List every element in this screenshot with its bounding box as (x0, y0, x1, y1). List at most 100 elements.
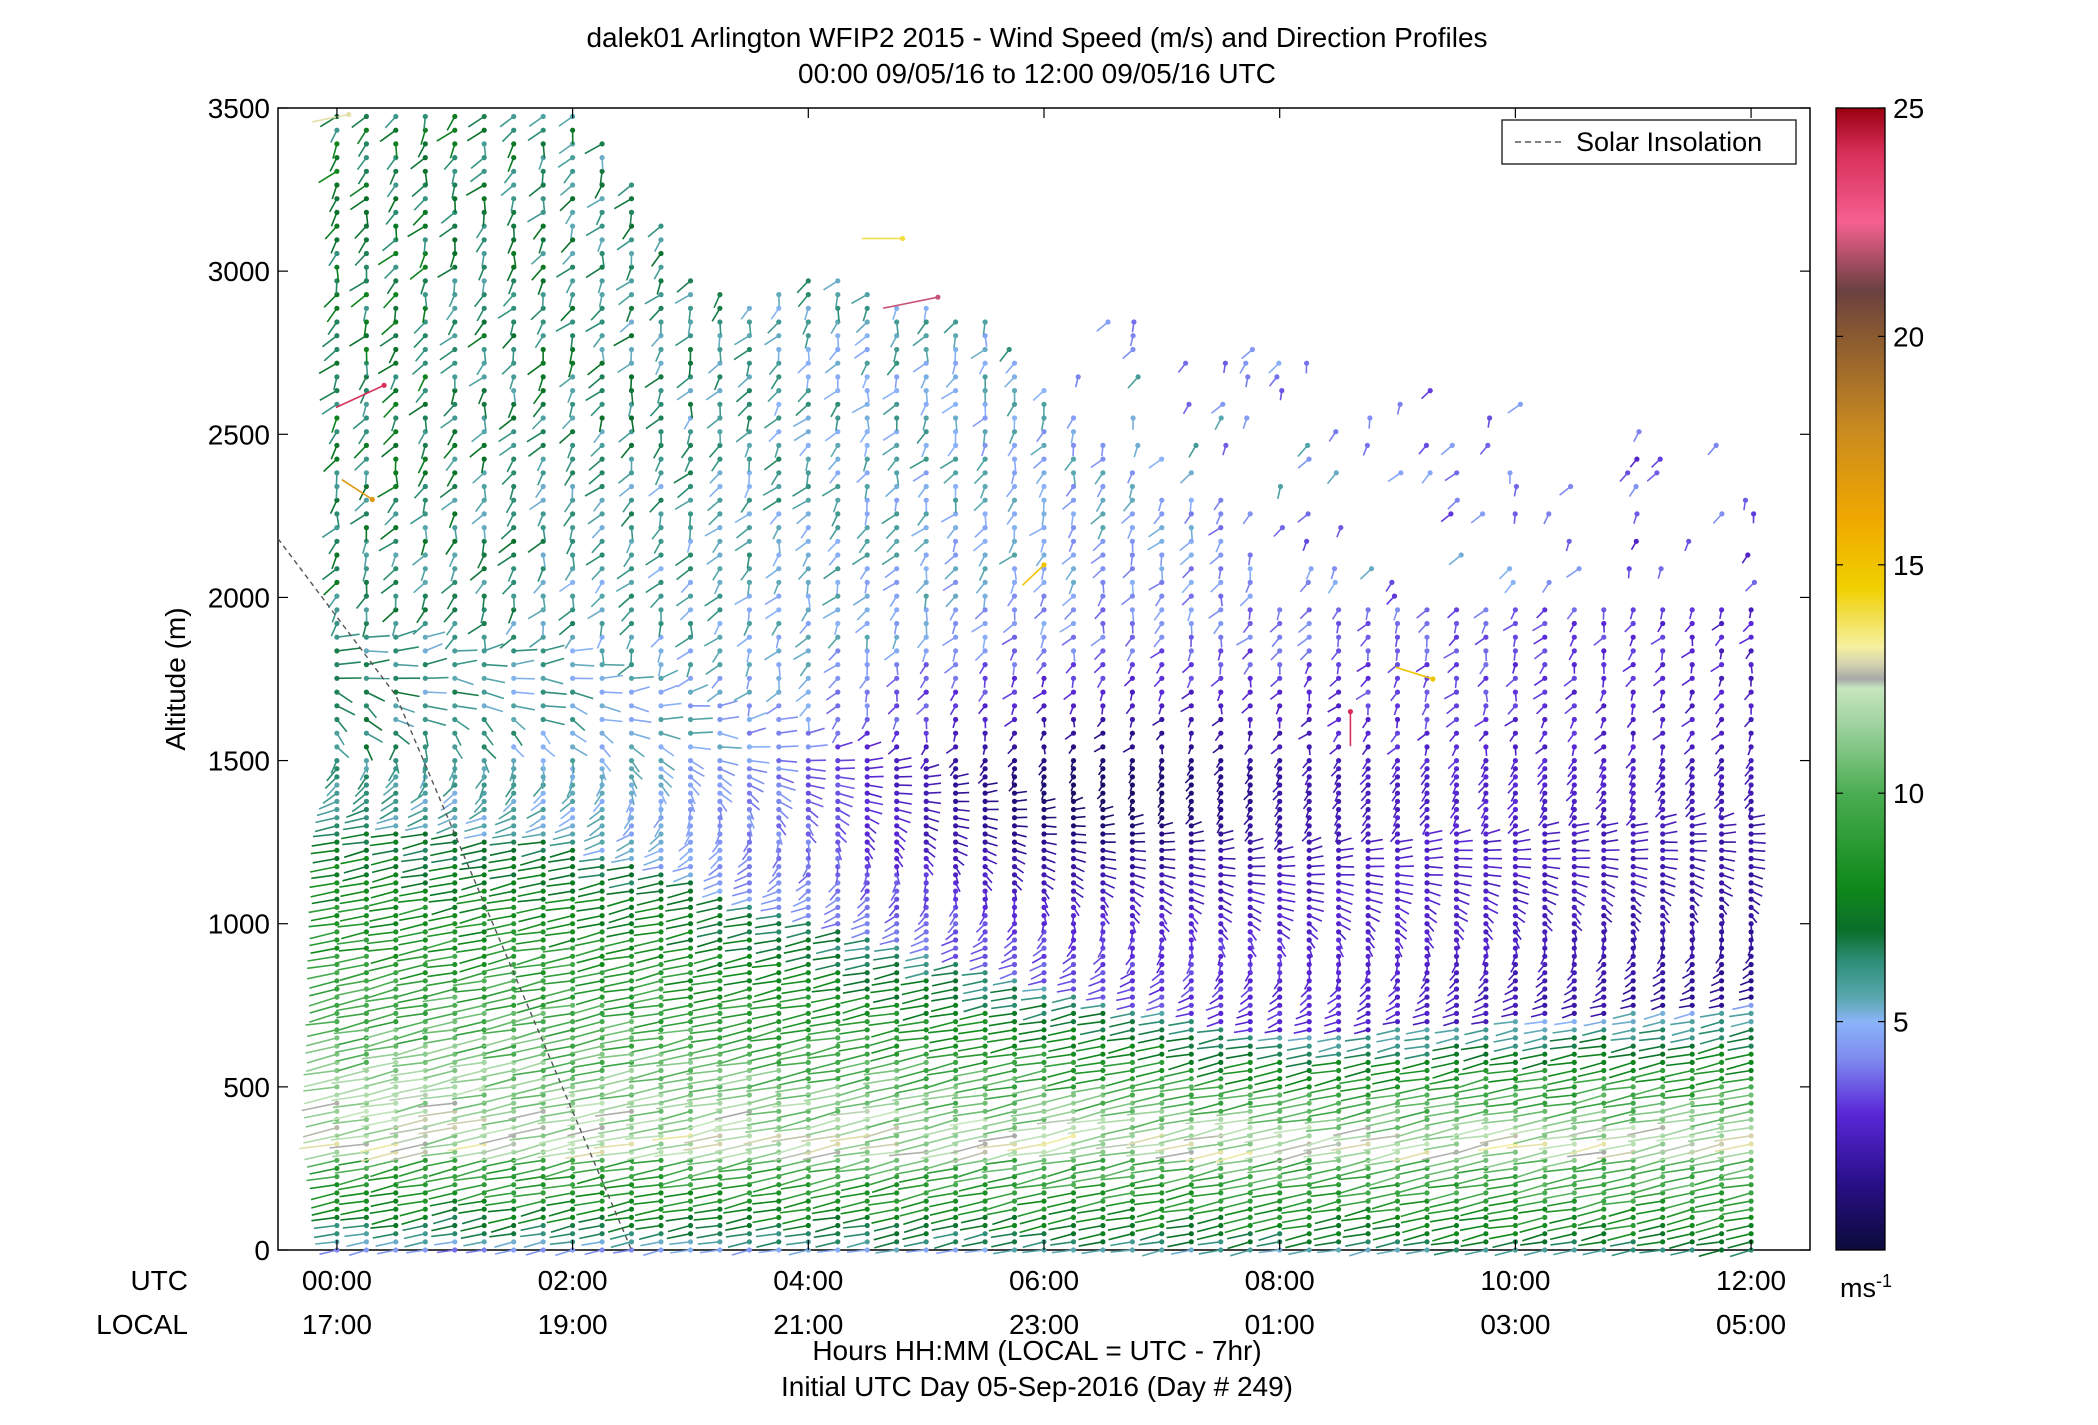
wind-barb-dot (982, 1239, 988, 1245)
wind-barb-shaft (381, 444, 397, 458)
wind-barb-dot (452, 593, 458, 599)
wind-barb-dot (776, 675, 782, 681)
wind-barb-dot (511, 815, 517, 821)
wind-barb-dot (717, 774, 723, 780)
wind-barb-dot (982, 921, 988, 927)
wind-barb-dot (363, 470, 369, 476)
wind-barb-dot (717, 525, 723, 531)
wind-barb-dot (835, 360, 841, 366)
wind-barb-shaft (420, 1143, 455, 1150)
wind-barb-dot (776, 961, 782, 968)
wind-barb-dot (511, 552, 517, 558)
wind-barb-dot (746, 945, 753, 951)
wind-barb-shaft (731, 898, 750, 906)
wind-barb-dot (805, 970, 811, 976)
wind-barb-dot (599, 1067, 605, 1074)
wind-barb-shaft (645, 417, 662, 430)
wind-barb-shaft (751, 1012, 779, 1020)
wind-barb-shaft (665, 882, 691, 888)
wind-barb-dot (363, 730, 369, 736)
wind-barb-dot (953, 415, 959, 421)
wind-barb-shaft (321, 568, 338, 581)
wind-barb-shaft (587, 609, 603, 620)
wind-barb-dot (717, 896, 723, 902)
wind-barb-dot (746, 1019, 753, 1025)
wind-barb-shaft (779, 1208, 809, 1214)
wind-barb-dot (1011, 1043, 1018, 1049)
wind-barb-dot (894, 607, 900, 613)
wind-barb-shaft (484, 996, 514, 1005)
wind-barb-shaft (644, 376, 662, 389)
wind-barb-dot (835, 456, 841, 462)
wind-barb-dot (628, 782, 635, 788)
wind-barb-shaft (363, 1135, 396, 1144)
wind-barb-shaft (750, 1192, 779, 1197)
wind-barb-shaft (550, 1224, 573, 1233)
wind-barb-dot (511, 798, 517, 805)
wind-barb-dot (334, 929, 340, 935)
wind-barb-dot (923, 758, 929, 764)
wind-barb-dot (953, 1019, 959, 1025)
wind-barb-dot (363, 716, 369, 723)
wind-barb-dot (452, 913, 458, 919)
wind-barb-dot (864, 1222, 870, 1229)
wind-barb-dot (923, 806, 929, 813)
wind-barb-dot (334, 127, 340, 133)
wind-barb-shaft (370, 857, 397, 866)
wind-barb-dot (923, 456, 929, 462)
wind-barb-shaft (425, 718, 447, 727)
wind-barb-dot (481, 634, 487, 640)
wind-barb-shaft (384, 266, 397, 280)
wind-barb-shaft (443, 403, 456, 417)
wind-barb-dot (776, 374, 782, 380)
wind-barb-dot (923, 1157, 929, 1163)
wind-barb-dot (628, 182, 635, 188)
wind-barb-shaft (335, 1004, 367, 1012)
wind-barb-dot (363, 155, 369, 161)
wind-barb-dot (923, 970, 929, 976)
wind-barb-dot (540, 961, 546, 968)
wind-barb-shaft (310, 849, 338, 855)
wind-barb-dot (1011, 1157, 1018, 1163)
wind-barb-shaft (694, 1192, 721, 1200)
wind-barb-shaft (366, 1069, 397, 1081)
wind-barb-dot (540, 953, 546, 959)
wind-barb-dot (658, 1190, 664, 1196)
wind-barb-shaft (513, 963, 544, 969)
wind-barb-shaft (558, 817, 574, 827)
wind-barb-shaft (597, 1053, 632, 1059)
wind-barb-dot (923, 648, 929, 654)
wind-barb-dot (599, 497, 605, 503)
wind-barb-dot (805, 1084, 811, 1090)
wind-barb-shaft (454, 705, 478, 710)
wind-barb-dot (570, 1100, 576, 1106)
wind-barb-dot (334, 346, 340, 353)
wind-barb-shaft (636, 898, 662, 906)
wind-barb-shaft (361, 1053, 396, 1060)
wind-barb-dot (982, 593, 988, 599)
wind-barb-shaft (607, 1208, 632, 1217)
wind-barb-shaft (397, 1192, 426, 1198)
wind-barb-shaft (369, 906, 396, 912)
wind-barb-dot (923, 1247, 929, 1253)
wind-barb-dot (923, 945, 929, 951)
wind-barb-shaft (572, 1061, 603, 1069)
wind-barb-shaft (514, 931, 544, 936)
wind-barb-dot (481, 566, 487, 572)
wind-barb-shaft (722, 939, 750, 945)
wind-barb-shaft (704, 526, 721, 537)
wind-barb-dot (953, 774, 959, 780)
wind-barb-dot (923, 855, 929, 862)
wind-barb-dot (511, 675, 517, 681)
wind-barb-shaft (635, 1224, 662, 1230)
wind-barb-dot (717, 1019, 723, 1025)
wind-barb-dot (334, 1198, 340, 1204)
wind-barb-dot (481, 961, 487, 968)
wind-barb-dot (894, 1239, 900, 1245)
wind-barb-dot (805, 1206, 811, 1212)
wind-barb-dot (363, 1231, 369, 1237)
wind-barb-dot (746, 401, 753, 407)
wind-barb-dot (334, 155, 340, 161)
wind-barb-dot (953, 961, 959, 968)
wind-barb-shaft (599, 1069, 632, 1081)
